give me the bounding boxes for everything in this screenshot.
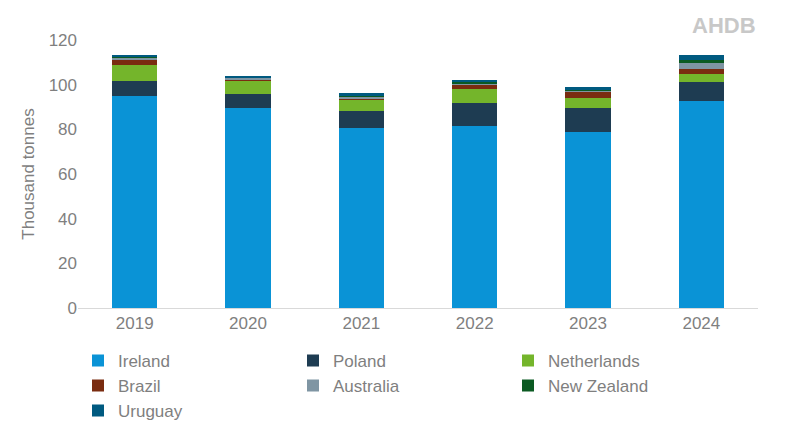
svg-text:20: 20 xyxy=(58,254,77,273)
svg-text:60: 60 xyxy=(58,165,77,184)
svg-text:2023: 2023 xyxy=(569,314,607,333)
svg-text:40: 40 xyxy=(58,210,77,229)
svg-text:Ireland: Ireland xyxy=(118,352,170,371)
svg-text:AHDB: AHDB xyxy=(692,13,756,38)
svg-text:2019: 2019 xyxy=(116,314,154,333)
svg-text:2021: 2021 xyxy=(342,314,380,333)
svg-text:Brazil: Brazil xyxy=(118,377,161,396)
svg-text:Uruguay: Uruguay xyxy=(118,402,183,421)
svg-text:Australia: Australia xyxy=(333,377,400,396)
svg-text:Netherlands: Netherlands xyxy=(548,352,640,371)
svg-text:100: 100 xyxy=(49,76,77,95)
svg-text:Poland: Poland xyxy=(333,352,386,371)
svg-text:2024: 2024 xyxy=(682,314,720,333)
svg-text:0: 0 xyxy=(68,299,77,318)
svg-text:80: 80 xyxy=(58,120,77,139)
svg-text:2022: 2022 xyxy=(456,314,494,333)
svg-text:New Zealand: New Zealand xyxy=(548,377,648,396)
svg-text:Thousand tonnes: Thousand tonnes xyxy=(19,108,38,239)
svg-text:120: 120 xyxy=(49,31,77,50)
svg-text:2020: 2020 xyxy=(229,314,267,333)
